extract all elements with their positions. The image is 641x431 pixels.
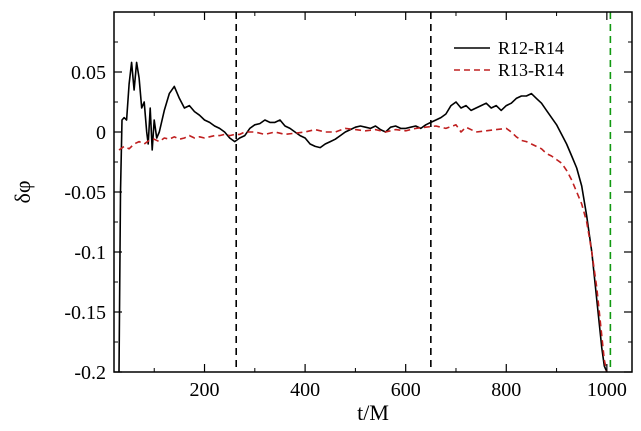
series-line-1: [118, 124, 608, 372]
x-axis-ticks: 200 400 600 800 1000: [153, 12, 627, 401]
y-tick-label: -0.15: [64, 302, 106, 324]
x-tick-label: 400: [290, 379, 320, 401]
x-tick-label: 200: [190, 379, 220, 401]
y-tick-label: 0.05: [71, 62, 106, 84]
y-tick-label: -0.2: [74, 362, 106, 384]
series-line-0: [118, 61, 608, 372]
y-axis-ticks: -0.2 -0.15 -0.1 -0.05 0 0.05: [64, 41, 632, 384]
vertical-line-layer: [235, 12, 612, 372]
y-tick-label: -0.05: [64, 182, 106, 204]
y-tick-label: 0: [96, 122, 106, 144]
x-axis-label: t/M: [357, 400, 389, 425]
x-tick-label: 800: [491, 379, 521, 401]
legend-label-0: R12-R14: [498, 38, 564, 58]
series-layer: [118, 61, 608, 372]
legend-label-1: R13-R14: [498, 60, 564, 80]
y-axis-label: δφ: [10, 180, 35, 203]
x-tick-label: 600: [391, 379, 421, 401]
y-tick-label: -0.1: [74, 242, 106, 264]
x-tick-label: 1000: [587, 379, 627, 401]
